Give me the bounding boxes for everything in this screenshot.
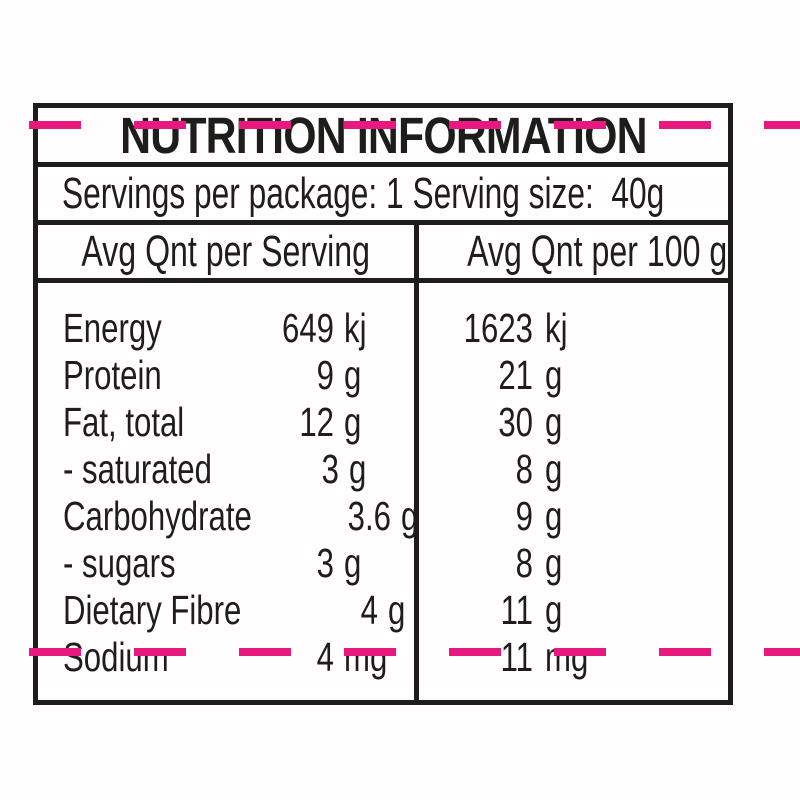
per100-unit: g: [545, 587, 563, 633]
serving-unit: g: [344, 352, 362, 398]
nutrient-row: 8 g: [419, 540, 722, 587]
nutrient-label: Sodium: [63, 634, 169, 680]
nutrient-row: Fat, total 12 g: [63, 399, 406, 446]
servings-per-package-text: Servings per package: 1 Serving size: 40…: [62, 168, 665, 218]
nutrient-label: Protein: [63, 352, 162, 398]
nutrient-row: 30 g: [419, 399, 722, 446]
nutrient-row: 11 g: [419, 587, 722, 634]
serving-value: 3: [316, 540, 334, 586]
per100-unit: g: [545, 446, 563, 492]
per100-unit: g: [545, 399, 563, 445]
nutrient-row: 21 g: [419, 352, 722, 399]
nutrient-label: Carbohydrate: [63, 493, 252, 539]
serving-value: 12: [299, 399, 334, 445]
per-100g-header-cell: Avg Qnt per 100 g: [419, 225, 728, 278]
cut-mark-dashed-line-top: [29, 121, 800, 129]
nutrition-information-panel: NUTRITION INFORMATION Servings per packa…: [33, 103, 733, 705]
serving-value: 4: [316, 634, 334, 680]
per100-value: 30: [498, 399, 533, 445]
nutrient-row: 9 g: [419, 493, 722, 540]
serving-unit: g: [349, 446, 367, 492]
serving-value: 3: [321, 446, 339, 492]
per100-unit: g: [545, 352, 563, 398]
per-100g-column: 1623 kj 21 g 30 g 8 g 9 g: [419, 283, 728, 700]
serving-unit: g: [344, 399, 362, 445]
per100-unit: kj: [545, 305, 568, 351]
serving-value: 9: [316, 352, 334, 398]
nutrient-table-body: Energy 649 kj Protein 9 g Fat, total 12 …: [38, 283, 728, 700]
column-header-row: Avg Qnt per Serving Avg Qnt per 100 g: [38, 225, 728, 283]
nutrient-row: Protein 9 g: [63, 352, 406, 399]
nutrient-label: Energy: [63, 305, 162, 351]
nutrient-row: Carbohydrate 3.6 g: [63, 493, 419, 540]
serving-unit: g: [387, 587, 406, 633]
nutrient-row: 8 g: [419, 446, 722, 493]
per100-unit: g: [545, 493, 563, 539]
per-serving-column: Energy 649 kj Protein 9 g Fat, total 12 …: [38, 283, 419, 700]
nutrient-label: - sugars: [63, 540, 176, 586]
nutrient-label: Dietary Fibre: [63, 587, 242, 633]
per-100g-header: Avg Qnt per 100 g: [467, 226, 728, 276]
per100-value: 1623: [463, 305, 533, 351]
per100-value: 11: [500, 634, 533, 680]
panel-title-row: NUTRITION INFORMATION: [38, 108, 728, 167]
cut-mark-dashed-line-bottom: [29, 648, 800, 656]
per100-value: 21: [498, 352, 533, 398]
per100-value: 11: [500, 587, 533, 633]
per100-unit: mg: [545, 634, 589, 680]
nutrient-row: 1623 kj: [419, 305, 722, 352]
serving-value: 3.6: [348, 493, 392, 539]
nutrient-label: - saturated: [63, 446, 212, 492]
nutrient-row: Sodium 4 mg: [63, 634, 406, 681]
per100-value: 8: [515, 446, 533, 492]
serving-unit: kj: [344, 305, 367, 351]
per100-unit: g: [545, 540, 563, 586]
serving-value: 4: [360, 587, 378, 633]
nutrient-row: - saturated 3 g: [63, 446, 406, 493]
serving-unit: mg: [344, 634, 388, 680]
per100-value: 8: [515, 540, 533, 586]
nutrient-row: Energy 649 kj: [63, 305, 406, 352]
per100-value: 9: [515, 493, 533, 539]
panel-title: NUTRITION INFORMATION: [119, 108, 647, 164]
nutrient-row: - sugars 3 g: [63, 540, 406, 587]
serving-unit: g: [344, 540, 362, 586]
serving-unit: g: [401, 493, 419, 539]
nutrient-row: Dietary Fibre 4 g: [63, 587, 406, 634]
nutrient-row: 11 mg: [419, 634, 722, 681]
per-serving-header: Avg Qnt per Serving: [81, 226, 371, 276]
per-serving-header-cell: Avg Qnt per Serving: [38, 225, 419, 278]
servings-row: Servings per package: 1 Serving size: 40…: [38, 167, 728, 225]
serving-value: 649: [281, 305, 334, 351]
nutrient-label: Fat, total: [63, 399, 185, 445]
